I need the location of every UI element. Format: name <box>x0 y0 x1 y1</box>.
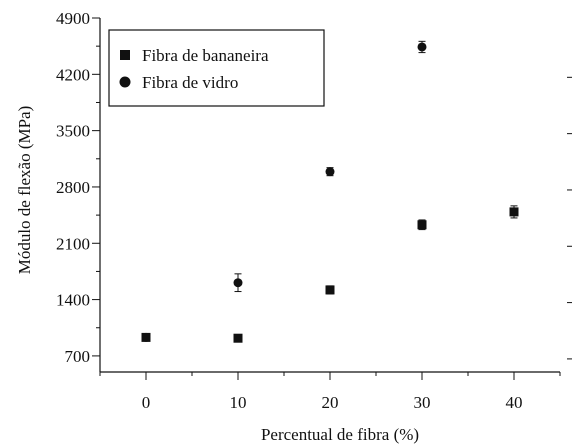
ticks: 0 10 20 30 40 700 1400 2100 2800 3500 4200 4900 <box>56 9 572 412</box>
legend-marker-square <box>120 50 130 60</box>
x-axis-title: Percentual de fibra (%) <box>261 425 419 444</box>
data-point-circle <box>325 167 335 177</box>
data-point-square <box>325 285 335 295</box>
x-tick-label: 0 <box>142 393 151 412</box>
x-tick-label: 40 <box>506 393 523 412</box>
y-tick-label: 1400 <box>56 291 90 310</box>
data-marks <box>141 40 519 343</box>
x-tick-label: 20 <box>322 393 339 412</box>
legend: Fibra de bananeira Fibra de vidro <box>108 29 325 107</box>
x-tick-label: 10 <box>230 393 247 412</box>
y-tick-label: 2100 <box>56 234 90 253</box>
data-point-square <box>509 207 519 217</box>
y-tick-label: 3500 <box>56 122 90 141</box>
legend-marker-circle <box>119 76 131 88</box>
legend-label-fibra-de-bananeira: Fibra de bananeira <box>142 46 269 65</box>
y-tick-label: 2800 <box>56 178 90 197</box>
y-axis-title: Módulo de flexão (MPa) <box>15 106 34 275</box>
y-tick-label: 700 <box>65 347 91 366</box>
data-point-circle <box>233 278 243 288</box>
data-point-circle <box>141 332 151 342</box>
x-tick-label: 30 <box>414 393 431 412</box>
data-point-square <box>417 220 427 230</box>
data-point-circle <box>417 42 427 52</box>
legend-label-fibra-de-vidro: Fibra de vidro <box>142 73 238 92</box>
y-tick-label: 4900 <box>56 9 90 28</box>
data-point-square <box>233 333 243 343</box>
legend-box <box>108 29 325 107</box>
y-tick-label: 4200 <box>56 65 90 84</box>
